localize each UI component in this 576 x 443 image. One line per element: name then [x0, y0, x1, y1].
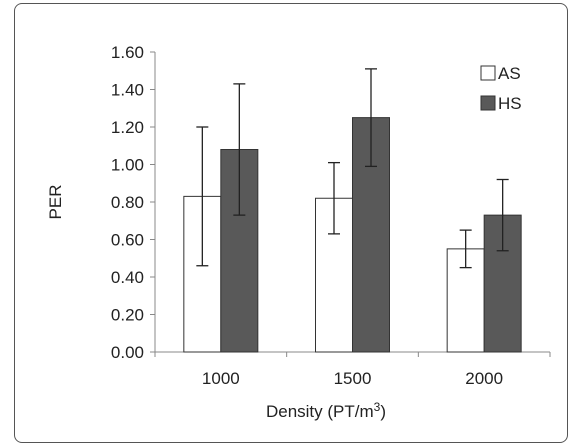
legend-swatch-hs	[480, 95, 496, 111]
x-axis-title-suffix: )	[380, 402, 386, 421]
y-tick-label: 0.00	[111, 343, 144, 362]
bars	[183, 117, 522, 353]
y-tick-label: 1.00	[111, 156, 144, 175]
legend: AS HS	[480, 64, 522, 113]
x-tick-label: 1500	[334, 369, 372, 388]
legend-label-as: AS	[498, 64, 521, 83]
x-tick-label: 2000	[465, 369, 503, 388]
bar-chart: 0.00 0.20 0.40 0.60 0.80 1.00 1.20 1.40 1.60 100…	[46, 43, 551, 421]
legend-label-hs: HS	[498, 94, 522, 113]
y-tick-label: 0.80	[111, 193, 144, 212]
x-axis-title-text: Density (PT/m	[266, 402, 374, 421]
chart-frame	[14, 3, 568, 443]
y-axis: 0.00 0.20 0.40 0.60 0.80 1.00 1.20 1.40 1.60	[111, 43, 156, 362]
y-tick-label: 0.60	[111, 231, 144, 250]
x-axis-title: Density (PT/m3)	[266, 400, 386, 421]
error-bars	[196, 68, 509, 269]
y-tick-label: 0.20	[111, 306, 144, 325]
y-tick-label: 1.40	[111, 81, 144, 100]
y-tick-label: 1.20	[111, 118, 144, 137]
x-axis: 1000 1500 2000	[154, 351, 551, 388]
legend-swatch-as	[480, 65, 496, 81]
y-axis-title: PER	[46, 185, 65, 220]
x-tick-label: 1000	[202, 369, 240, 388]
y-tick-label: 0.40	[111, 268, 144, 287]
y-tick-label: 1.60	[111, 43, 144, 62]
x-axis-title-superscript: 3	[374, 400, 381, 414]
